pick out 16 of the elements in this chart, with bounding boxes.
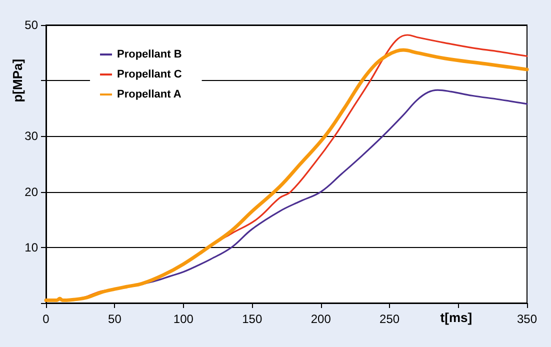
x-tick-label: 100 — [173, 312, 194, 326]
legend-label: Propellant A — [117, 88, 182, 100]
x-tick-label: 200 — [310, 312, 332, 326]
y-tick-label: 50 — [24, 18, 38, 32]
x-tick-label: 250 — [380, 312, 400, 326]
legend-label: Propellant C — [117, 68, 182, 80]
x-tick-label: 350 — [516, 312, 538, 326]
x-tick-label: 50 — [108, 312, 122, 326]
x-axis-title: t[ms] — [440, 310, 472, 325]
x-tick-label: 150 — [242, 312, 262, 326]
y-axis-title: p[MPa] — [10, 58, 25, 102]
y-tick-label: 10 — [24, 240, 38, 254]
x-tick-label: 0 — [42, 312, 50, 326]
legend-label: Propellant B — [117, 48, 182, 60]
y-tick-label: 30 — [24, 129, 38, 144]
y-tick-label: 20 — [24, 184, 38, 199]
